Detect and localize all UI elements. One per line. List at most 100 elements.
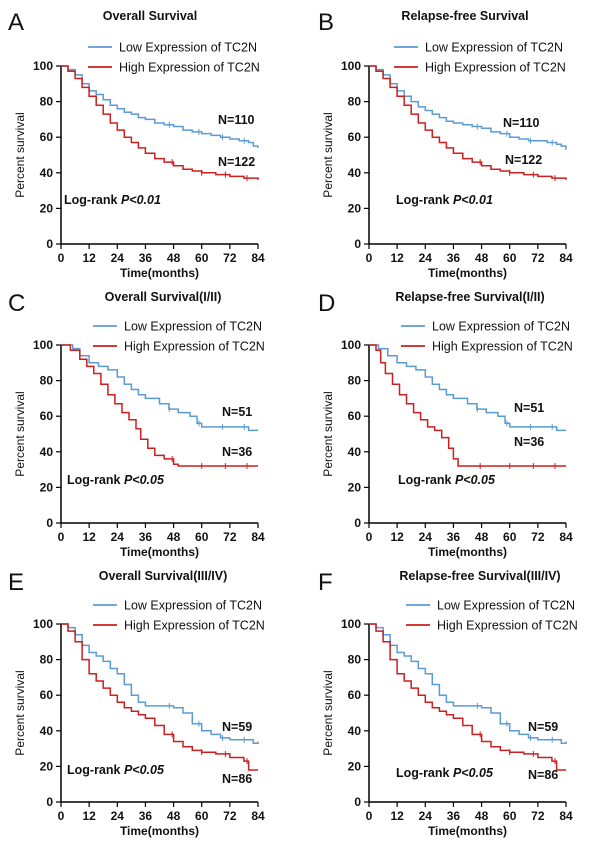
y-tick-label: 40 [348,166,362,180]
panel-title: Overall Survival(III/IV) [99,569,228,583]
x-tick-label: 84 [251,251,265,265]
x-tick-label: 84 [559,809,573,823]
x-tick-label: 60 [195,530,209,544]
y-tick-label: 100 [33,617,53,631]
x-tick-label: 60 [195,809,209,823]
low-expression-curve [369,65,567,150]
x-tick-label: 24 [111,251,125,265]
panel-title: Relapse-free Survival(I/II) [395,290,544,304]
x-tick-label: 36 [139,251,153,265]
x-tick-label: 36 [139,809,153,823]
high-expression-curve [369,344,566,467]
y-tick-label: 60 [348,130,362,144]
x-tick-label: 36 [447,251,461,265]
x-tick-label: 24 [419,809,433,823]
log-rank-annotation: Log-rank P<0.01 [64,193,161,207]
x-tick-label: 36 [139,530,153,544]
y-tick-label: 80 [40,374,54,388]
x-tick-label: 72 [531,251,545,265]
log-rank-annotation: Log-rank P<0.05 [67,473,165,487]
panel-f: F Relapse-free Survival(III/IV) 0 20 40 60 80 1… [318,569,578,838]
x-tick-label: 24 [111,530,125,544]
legend-label-high: High Expression of TC2N [119,61,260,75]
x-tick-label: 0 [366,251,373,265]
n-label: N=36 [222,445,252,459]
panel-title: Relapse-free Survival(III/IV) [399,569,560,583]
legend-label-low: Low Expression of TC2N [437,599,575,613]
x-tick-label: 48 [167,530,181,544]
log-rank-annotation: Log-rank P<0.05 [398,473,496,487]
n-label: N=51 [514,401,544,415]
panel-letter: F [318,569,333,596]
x-axis-label: Time(months) [120,545,199,559]
panel-c: C Overall Survival(I/II) 0 20 40 60 80 100 0 12 24… [8,290,265,559]
panel-d: D Relapse-free Survival(I/II) 0 20 40 60 80 100… [318,290,573,559]
high-expression-curve [61,623,258,771]
n-label: N=59 [222,720,252,734]
low-expression-curve [61,344,258,432]
x-tick-label: 36 [447,530,461,544]
x-tick-label: 72 [223,251,237,265]
high-expression-curve [369,623,566,771]
y-tick-label: 0 [354,516,361,530]
x-tick-label: 12 [390,809,404,823]
n-label: N=122 [505,153,542,167]
x-tick-label: 84 [251,809,265,823]
low-expression-curve [61,623,259,745]
x-tick-label: 0 [58,530,65,544]
x-tick-label: 48 [167,251,181,265]
x-axis-label: Time(months) [428,266,507,280]
y-tick-label: 100 [33,59,53,73]
x-tick-label: 84 [559,530,573,544]
y-tick-label: 20 [348,759,362,773]
low-expression-curve [369,623,567,745]
x-tick-label: 0 [58,809,65,823]
x-tick-label: 48 [167,809,181,823]
x-axis-label: Time(months) [428,824,507,838]
legend-label-low: Low Expression of TC2N [119,41,257,55]
legend-label-low: Low Expression of TC2N [432,320,570,334]
panel-letter: C [8,290,25,317]
n-label: N=59 [528,720,558,734]
x-tick-label: 48 [475,530,489,544]
n-label: N=86 [222,772,252,786]
n-label: N=110 [218,113,255,127]
n-label: N=36 [514,435,544,449]
x-tick-label: 0 [366,809,373,823]
x-tick-label: 72 [223,530,237,544]
panel-letter: B [318,9,334,36]
x-tick-label: 84 [251,530,265,544]
y-tick-label: 20 [40,759,54,773]
high-expression-curve [61,344,258,467]
n-label: N=86 [528,768,558,782]
y-tick-label: 80 [348,374,362,388]
y-tick-label: 20 [40,480,54,494]
x-tick-label: 12 [390,530,404,544]
x-tick-label: 12 [390,251,404,265]
y-tick-label: 40 [40,166,54,180]
legend-label-high: High Expression of TC2N [425,61,566,75]
x-axis-label: Time(months) [120,266,199,280]
y-tick-label: 0 [46,795,53,809]
y-tick-label: 80 [348,95,362,109]
panel-title: Overall Survival(I/II) [105,290,222,304]
y-tick-label: 80 [40,95,54,109]
y-tick-label: 60 [40,409,54,423]
y-tick-label: 0 [46,516,53,530]
y-tick-label: 20 [348,201,362,215]
x-tick-label: 60 [503,809,517,823]
panel-letter: D [318,290,335,317]
y-tick-label: 60 [40,130,54,144]
y-tick-label: 0 [46,237,53,251]
x-tick-label: 72 [531,530,545,544]
x-tick-label: 12 [82,530,96,544]
legend-label-high: High Expression of TC2N [432,340,573,354]
legend-label-low: Low Expression of TC2N [425,41,563,55]
y-tick-label: 60 [348,688,362,702]
x-tick-label: 0 [58,251,65,265]
y-tick-label: 20 [40,201,54,215]
legend-label-low: Low Expression of TC2N [124,320,262,334]
y-axis-label: Percent survival [321,670,335,755]
y-axis-label: Percent survival [321,391,335,476]
y-tick-label: 80 [40,653,54,667]
